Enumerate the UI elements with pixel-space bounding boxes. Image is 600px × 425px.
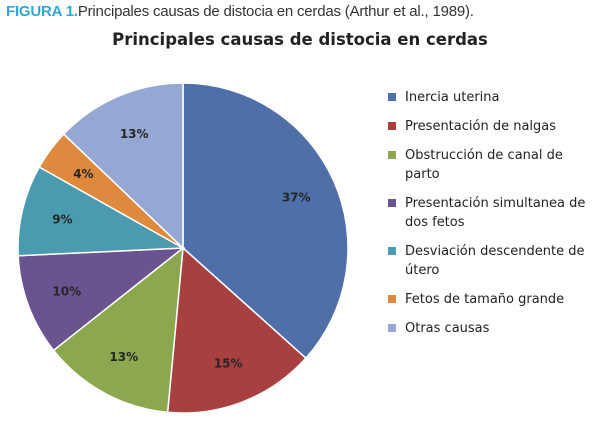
legend-swatch-desviacion-descendente-de-utero [388,247,396,255]
slice-label-presentacion-de-nalgas: 15% [214,357,243,371]
pie-labels: 37% 15% 13% 10% 9% 4% 13% [52,127,310,371]
legend-swatch-obstruccion-de-canal-de-parto [388,151,396,159]
pie-slice-inercia-uterina [182,82,349,360]
legend-item-inercia-uterina: Inercia uterina [388,88,593,107]
pie-slice-otras-causas [62,82,184,250]
legend-swatch-presentacion-simultanea-de-dos-fetos [388,199,396,207]
legend-label-presentacion-simultanea-de-dos-fetos: Presentación simultanea de dos fetos [405,196,586,230]
slice-label-fetos-de-tamano-grande: 4% [73,167,93,181]
slice-label-otras-causas: 13% [120,127,149,141]
legend-swatch-presentacion-de-nalgas [388,122,396,130]
slice-label-inercia-uterina: 37% [282,190,311,204]
slice-label-desviacion-descendente-de-utero: 9% [52,212,72,226]
figure-caption-label: FIGURA 1. [6,3,78,20]
legend-label-obstruccion-de-canal-de-parto: Obstrucción de canal de parto [405,148,563,182]
pie-slice-obstruccion-de-canal-de-parto [52,246,184,414]
chart-title: Principales causas de distocia en cerdas [112,30,488,49]
pie-slice-desviacion-descendente-de-utero [17,165,186,257]
legend-label-presentacion-de-nalgas: Presentación de nalgas [405,119,557,134]
legend-item-otras-causas: Otras causas [388,319,593,338]
legend-item-presentacion-de-nalgas: Presentación de nalgas [388,117,593,136]
pie-slice-presentacion-simultanea-de-dos-fetos [17,247,186,352]
pie-slices [17,82,349,414]
legend-label-inercia-uterina: Inercia uterina [405,90,500,105]
figure-caption: FIGURA 1.Principales causas de distocia … [6,2,474,22]
legend-swatch-inercia-uterina [388,93,396,101]
chart-legend: Inercia uterina Presentación de nalgas Obs… [388,88,593,338]
slice-label-presentacion-simultanea-de-dos-fetos: 10% [52,284,81,298]
legend-label-otras-causas: Otras causas [405,321,490,336]
pie-slice-presentacion-de-nalgas [166,246,307,414]
legend-item-fetos-de-tamano-grande: Fetos de tamaño grande [388,290,593,309]
legend-label-desviacion-descendente-de-utero: Desviación descendente de útero [405,244,585,278]
legend-item-desviacion-descendente-de-utero: Desviación descendente de útero [388,242,593,280]
slice-label-obstruccion-de-canal-de-parto: 13% [109,350,138,364]
legend-item-obstruccion-de-canal-de-parto: Obstrucción de canal de parto [388,146,593,184]
figure-caption-text: Principales causas de distocia en cerdas… [77,3,474,20]
legend-item-presentacion-simultanea-de-dos-fetos: Presentación simultanea de dos fetos [388,194,593,232]
legend-swatch-otras-causas [388,324,396,332]
legend-label-fetos-de-tamano-grande: Fetos de tamaño grande [405,292,565,307]
legend-swatch-fetos-de-tamano-grande [388,295,396,303]
